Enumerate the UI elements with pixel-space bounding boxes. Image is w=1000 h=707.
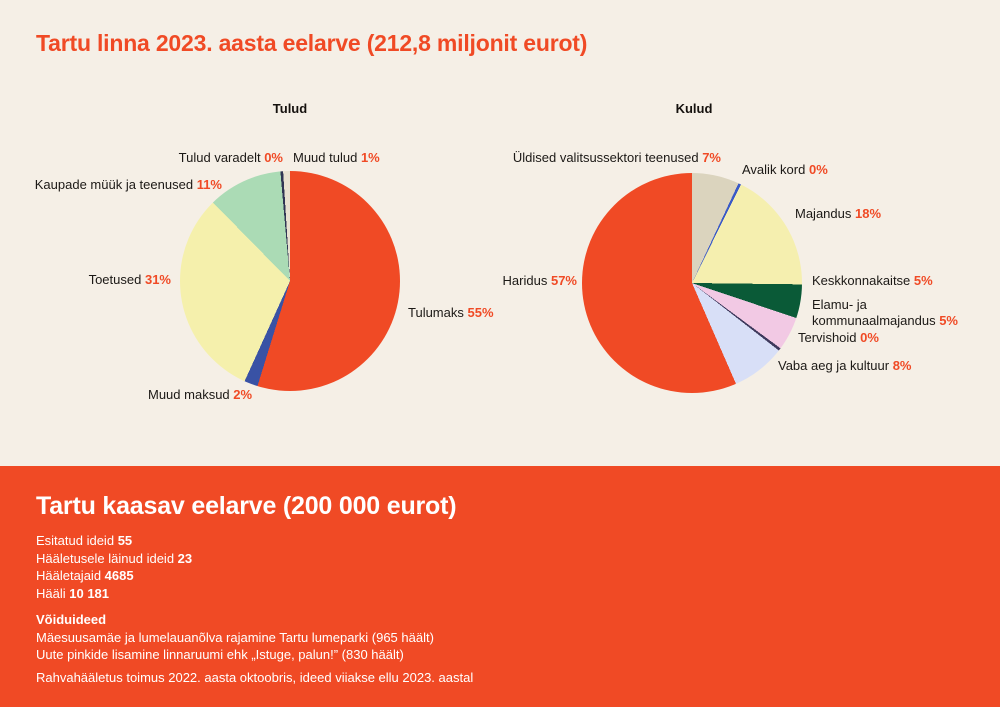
pie-label-tulud-varadelt: Tulud varadelt 0% [179,151,283,165]
participatory-budget-section: Tartu kaasav eelarve (200 000 eurot) Esi… [0,466,1000,707]
label-text: Elamu- ja kommunaalmajandus [812,297,936,328]
page-title: Tartu linna 2023. aasta eelarve (212,8 m… [36,30,588,56]
label-text: Keskkonnakaitse [812,273,911,288]
pie-label-elamu-kommunaal: Elamu- ja kommunaalmajandus 5% [812,297,972,329]
stat-value: 10 181 [69,585,110,601]
chart-title-kulud: Kulud [675,101,713,116]
pie-label-muud-tulud: Muud tulud 1% [293,151,380,165]
pie-label-tervishoid: Tervishoid 0% [798,331,879,345]
label-text: Tervishoid [798,330,857,345]
stat-value: 4685 [104,568,134,583]
stat-value: 23 [177,550,193,566]
stat-label: Hääletajaid [36,568,102,583]
pie-label-haridus: Haridus 57% [503,274,577,288]
pie-label-kaupade-muuk: Kaupade müük ja teenused 11% [35,178,222,192]
pie-label-toetused: Toetused 31% [89,273,171,287]
label-pct: 8% [892,358,912,373]
label-text: Kaupade müük ja teenused [34,177,194,192]
label-text: Üldised valitsussektori teenused [512,150,699,165]
label-text: Tulud varadelt [178,150,261,165]
label-pct: 5% [913,273,933,288]
stat-value: 55 [117,533,133,548]
stat-row-haaletusele-lainud: Hääletusele läinud ideid 23 [36,550,1000,568]
stat-row-esitatud-ideid: Esitatud ideid 55 [36,532,1000,550]
label-pct: 11% [196,177,222,192]
label-text: Avalik kord [742,162,806,177]
pie-label-tulumaks: Tulumaks 55% [408,306,494,320]
pie-chart-tulud [180,171,400,391]
label-pct: 2% [233,387,253,402]
label-text: Haridus [502,273,548,288]
winners-heading: Võiduideed [36,612,107,627]
stat-label: Esitatud ideid [36,533,115,548]
pie-chart-kulud [582,173,802,393]
label-pct: 0% [808,162,828,177]
pie-label-keskkonnakaitse: Keskkonnakaitse 5% [812,274,933,288]
stat-row-haaletajaid: Hääletajaid 4685 [36,567,1000,585]
bottom-section-title: Tartu kaasav eelarve (200 000 eurot) [36,492,457,520]
stat-row-haali: Hääli 10 181 [36,585,1000,603]
pie-label-avalik-kord: Avalik kord 0% [742,163,828,177]
winner-idea-2: Uute pinkide lisamine linnaruumi ehk „Is… [36,647,404,662]
label-pct: 7% [702,150,721,165]
chart-title-tulud: Tulud [272,101,308,116]
footnote: Rahvahääletus toimus 2022. aasta oktoobr… [36,669,474,685]
winner-idea-1: Mäesuusamäe ja lumelauanõlva rajamine Ta… [36,629,434,645]
label-pct: 57% [550,273,577,288]
label-pct: 18% [855,206,882,221]
label-pct: 0% [264,150,283,165]
label-text: Muud tulud [293,150,358,165]
stat-label: Hääli [36,585,66,601]
label-pct: 31% [144,272,171,287]
label-pct: 0% [860,330,879,345]
label-text: Toetused [88,272,142,287]
label-text: Vaba aeg ja kultuur [778,358,890,373]
label-text: Tulumaks [408,305,464,320]
label-text: Muud maksud [148,387,230,402]
pie-label-uldised-teenused: Üldised valitsussektori teenused 7% [513,151,721,165]
pie-label-majandus: Majandus 18% [795,207,881,221]
stat-label: Hääletusele läinud ideid [36,550,175,566]
label-text: Majandus [795,206,852,221]
label-pct: 1% [360,150,380,165]
pie-label-vaba-aeg: Vaba aeg ja kultuur 8% [778,359,911,373]
label-pct: 55% [467,305,494,320]
pie-label-muud-maksud: Muud maksud 2% [148,388,252,402]
label-pct: 5% [939,313,958,328]
